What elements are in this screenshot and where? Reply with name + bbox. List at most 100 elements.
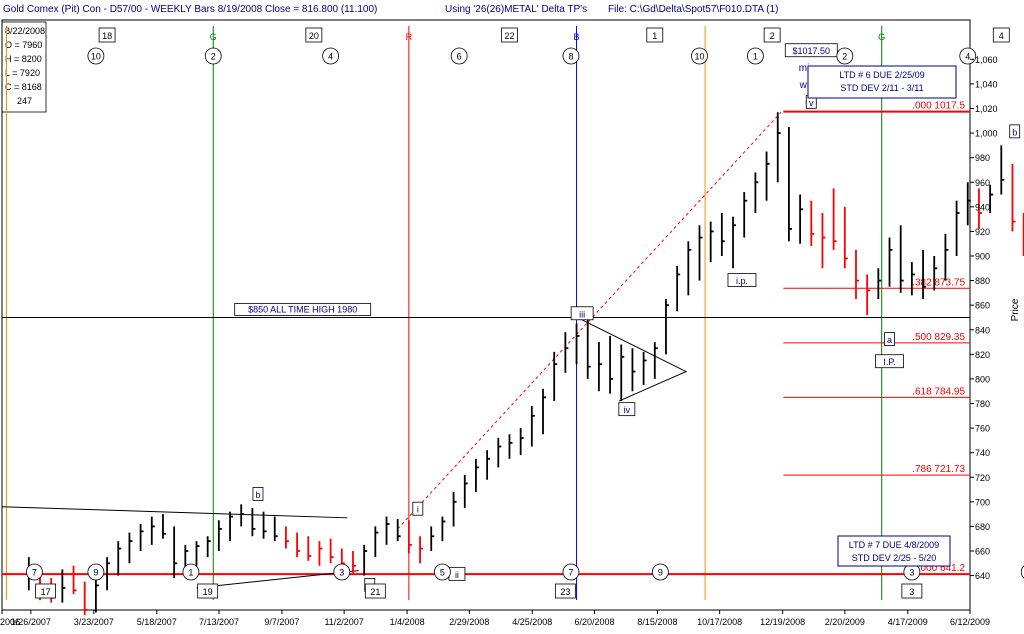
x-tick-label: 10/17/2008 bbox=[697, 617, 742, 627]
ohlc-low: L = 7920 bbox=[5, 68, 40, 78]
bottom-cycle-box-label: 19 bbox=[203, 587, 213, 597]
y-axis-label: Price bbox=[1010, 298, 1021, 321]
x-tick-label: 8/15/2008 bbox=[637, 617, 677, 627]
top-cycle-circle-label: 1 bbox=[753, 52, 758, 62]
top-cycle-box-label: 2 bbox=[770, 31, 775, 41]
cycle-line-letter: G bbox=[210, 32, 217, 42]
wave-label-frame bbox=[727, 273, 757, 287]
top-cycle-circle bbox=[450, 47, 468, 65]
bottom-cycle-box bbox=[197, 583, 219, 599]
ohlc-open: O = 7960 bbox=[5, 40, 42, 50]
bottom-cycle-box-label: 23 bbox=[560, 587, 570, 597]
chart-file-label: File: C:\Gd\Delta\Spot57\F010.DTA (1) bbox=[608, 4, 778, 15]
top-cycle-circle bbox=[204, 47, 222, 65]
wave-label: a bbox=[887, 335, 892, 345]
bottom-cycle-box bbox=[364, 583, 386, 599]
ltd-notes: LTD # 6 DUE 2/25/09 STD DEV 2/11 - 3/11 LT… bbox=[807, 65, 957, 567]
bottom-cycle-circle-label: 7 bbox=[32, 568, 37, 578]
x-tick-label: 2/29/2008 bbox=[449, 617, 489, 627]
top-cycle-box-label: 18 bbox=[102, 31, 112, 41]
wave-label-frame bbox=[412, 501, 424, 516]
top-cycle-circle-label: 4 bbox=[965, 52, 970, 62]
y-tick-label: 680 bbox=[975, 522, 990, 532]
wave-label-frame bbox=[875, 354, 904, 369]
top-cycle-circle bbox=[87, 47, 105, 65]
x-tick-label: 1/26/2007 bbox=[11, 617, 51, 627]
top-cycle-circle-label: 4 bbox=[328, 52, 333, 62]
y-tick-label: 1,060 bbox=[975, 55, 998, 65]
y-tick-label: 860 bbox=[975, 301, 990, 311]
chart-header: Gold Comex (Pit) Con - D57/00 - WEEKLY B… bbox=[3, 4, 778, 15]
plot-frame bbox=[1, 19, 971, 611]
top-cycle-box bbox=[501, 27, 518, 43]
y-tick-label: 1,000 bbox=[975, 129, 998, 139]
x-tick-label: 7/13/2007 bbox=[199, 617, 239, 627]
y-tick-label: 920 bbox=[975, 227, 990, 237]
y-tick-label: 720 bbox=[975, 473, 990, 483]
cycle-markers: 1024681012468102182022124679135793579131… bbox=[26, 27, 1024, 599]
wave-label: I.P. bbox=[883, 357, 895, 367]
y-tick-label: 660 bbox=[975, 547, 990, 557]
ohlc-close: C = 8168 bbox=[5, 82, 42, 92]
fib-levels: .000 1017.5 .382 873.75 .500 829.35 .618 78… bbox=[2, 101, 970, 576]
top-cycle-circle-label: 2 bbox=[211, 52, 216, 62]
ohlc-count: 247 bbox=[17, 96, 32, 106]
x-tick-label: 6/12/2009 bbox=[950, 617, 990, 627]
top-cycle-box bbox=[646, 27, 664, 43]
top-cycle-circle-label: 8 bbox=[568, 52, 573, 62]
bottom-cycle-circle bbox=[26, 563, 43, 581]
cycle-line-letter: G bbox=[878, 32, 885, 42]
top-cycle-circle bbox=[959, 47, 977, 65]
top-cycle-circle bbox=[322, 47, 340, 65]
y-tick-label: 900 bbox=[975, 252, 990, 262]
cycle-line-letter: R bbox=[406, 32, 413, 42]
y-tick-label: 880 bbox=[975, 276, 990, 286]
top-cycle-circle-label: 6 bbox=[457, 52, 462, 62]
bottom-cycle-circle-label: 5 bbox=[440, 568, 445, 578]
top-cycle-circle bbox=[562, 47, 580, 65]
y-tick-label: 800 bbox=[975, 374, 990, 384]
bottom-cycle-box-label: 3 bbox=[909, 587, 914, 597]
ohlc-info-box: 8/22/2008 O = 7960 H = 8200 L = 7920 C =… bbox=[1, 21, 47, 113]
trend-line-lower bbox=[196, 570, 359, 589]
x-tick-label: 2006 bbox=[0, 617, 20, 627]
all-time-high-label: $850 ALL TIME HIGH 1980 bbox=[248, 304, 357, 314]
wave-label-frame bbox=[618, 402, 636, 417]
price-bars bbox=[27, 112, 1024, 615]
wave-label: $1017.50 bbox=[793, 46, 831, 56]
wave-label: b bbox=[1012, 127, 1017, 137]
bottom-cycle-box bbox=[35, 583, 56, 599]
bottom-cycle-box-label: 21 bbox=[370, 587, 380, 597]
x-tick-label: 5/18/2007 bbox=[137, 617, 177, 627]
y-tick-label: 760 bbox=[975, 424, 990, 434]
trend-line-upper bbox=[1, 506, 348, 519]
top-cycle-box bbox=[763, 27, 781, 43]
y-tick-label: 700 bbox=[975, 497, 990, 507]
bottom-cycle-box bbox=[901, 583, 923, 599]
ltd-note-line: LTD # 6 DUE 2/25/09 bbox=[839, 70, 924, 80]
x-tick-label: 1/4/2008 bbox=[390, 617, 425, 627]
bottom-cycle-box bbox=[554, 583, 576, 599]
ohlc-box-frame bbox=[1, 21, 47, 113]
chart-title: Gold Comex (Pit) Con - D57/00 - WEEKLY B… bbox=[3, 4, 377, 15]
y-axis: Price 640 660 680 700 720 740 760 780 800 820 840 8… bbox=[970, 55, 1021, 581]
y-tick-label: 940 bbox=[975, 202, 990, 212]
wave-label: b bbox=[255, 490, 260, 500]
wave-label: i.p. bbox=[736, 276, 748, 286]
top-cycle-box-label: 4 bbox=[999, 31, 1004, 41]
bottom-cycle-box-label: 17 bbox=[41, 587, 51, 597]
fib-label: 1.000 641.2 bbox=[912, 563, 965, 574]
bottom-cycle-circle bbox=[1020, 565, 1024, 579]
wave-label-frame bbox=[1009, 124, 1021, 139]
cycle-line-letter: B bbox=[574, 32, 580, 42]
top-cycle-circle-label: 2 bbox=[842, 52, 847, 62]
wave-label: v bbox=[809, 98, 814, 108]
x-tick-label: 6/20/2008 bbox=[574, 617, 614, 627]
trend-line-dashed bbox=[397, 111, 782, 530]
bottom-cycle-circle-label: 1 bbox=[188, 568, 193, 578]
top-cycle-box-label: 20 bbox=[309, 31, 319, 41]
top-cycle-box bbox=[98, 27, 116, 43]
top-cycle-box-label: 22 bbox=[504, 31, 514, 41]
wave-label: iii bbox=[579, 309, 585, 319]
x-tick-label: 3/23/2007 bbox=[74, 617, 114, 627]
